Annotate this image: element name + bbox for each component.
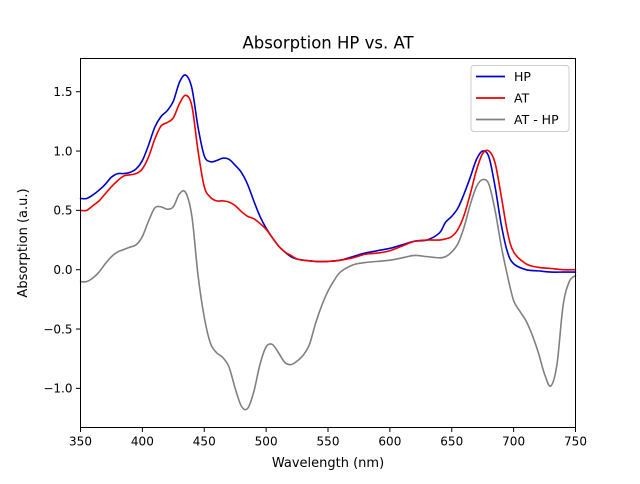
y-tick-label: 0.0: [53, 263, 72, 277]
x-tick-label: 750: [564, 435, 587, 449]
x-tick-label: 700: [502, 435, 525, 449]
series-line-at-hp: [79, 178, 577, 411]
legend-label: AT - HP: [514, 112, 559, 127]
x-tick-label: 450: [193, 435, 216, 449]
x-tick-label: 650: [440, 435, 463, 449]
x-axis-label: Wavelength (nm): [272, 456, 384, 471]
y-tick-label: 1.0: [53, 144, 72, 158]
legend-label: AT: [514, 91, 530, 106]
x-tick-label: 550: [317, 435, 340, 449]
x-tick-label: 500: [255, 435, 278, 449]
legend: HP AT AT - HP: [470, 65, 570, 132]
axis-ticks: 350 400 450 500 550 600 650 700 750 −1.0 −0.5 0.0 0.…: [43, 85, 587, 448]
y-tick-label: 1.5: [53, 85, 72, 99]
chart-title: Absorption HP vs. AT: [242, 34, 414, 53]
series-line-at: [79, 94, 577, 271]
legend-box: [470, 65, 570, 132]
legend-label: HP: [514, 69, 531, 84]
series-layer: [79, 74, 577, 411]
x-tick-label: 400: [131, 435, 154, 449]
y-tick-label: −0.5: [43, 322, 72, 336]
y-tick-label: 0.5: [53, 204, 72, 218]
y-tick-label: −1.0: [43, 382, 72, 396]
x-tick-label: 350: [69, 435, 92, 449]
x-tick-label: 600: [378, 435, 401, 449]
plot-frame: [80, 58, 576, 428]
y-axis-label: Absorption (a.u.): [16, 188, 31, 297]
